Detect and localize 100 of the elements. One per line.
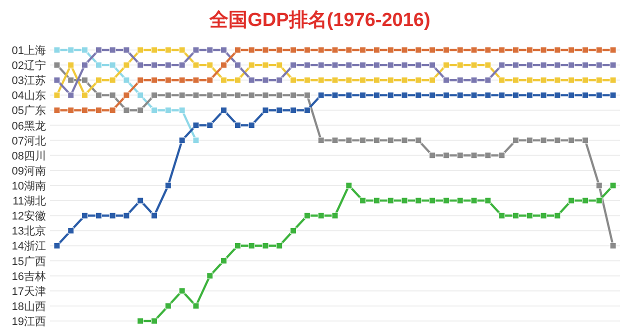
point [401,62,408,68]
point [248,46,255,54]
point [401,137,408,144]
point [109,46,116,54]
point [248,122,255,129]
point [82,62,88,68]
point [54,62,60,68]
point [290,76,297,84]
point [54,242,60,249]
y-tick-label: 18山西 [12,300,46,313]
y-tick-label: 13北京 [12,224,46,238]
y-tick-label: 04山东 [12,89,46,102]
point [192,76,200,84]
y-tick-label: 02辽宁 [12,59,46,72]
point [498,212,506,219]
y-tick-label: 08四川 [12,149,46,162]
point [262,106,269,114]
point [137,106,144,114]
point [262,242,269,249]
point [164,46,172,54]
point [318,92,324,98]
point [95,46,102,54]
point [456,92,464,98]
point [178,137,186,144]
point [54,76,60,84]
point [164,106,172,114]
point [304,76,310,84]
point [123,46,130,54]
point [582,62,588,68]
point [429,197,436,204]
point [137,46,144,54]
y-tick-label: 19江西 [12,316,46,328]
y-tick-label: 06黑龙 [12,119,46,132]
point [498,152,506,159]
point [248,92,255,98]
point [95,106,102,114]
point [442,197,450,204]
point [512,137,519,144]
point [360,62,366,68]
point [262,76,269,84]
point [346,182,352,189]
point [178,92,186,98]
y-tick-label: 10湖南 [12,180,46,192]
point [498,92,506,98]
point [164,302,172,310]
point [610,92,616,98]
point [484,46,492,54]
point [206,76,214,84]
point [137,197,144,204]
point [526,137,533,144]
point [373,137,380,144]
point [596,62,602,68]
point [512,92,519,98]
point [470,152,478,159]
point [151,62,158,68]
point [276,76,283,84]
point [346,92,352,98]
point [498,46,506,54]
point [234,46,241,54]
point [276,46,283,54]
point [610,76,616,84]
point [192,46,200,54]
point [68,106,74,114]
point [123,212,130,219]
point [387,76,394,84]
point [109,212,116,219]
point [220,62,228,68]
y-tick-label: 05广东 [12,104,46,118]
point [248,76,255,84]
point [262,46,269,54]
point [332,92,338,98]
point [123,92,130,98]
point [540,137,547,144]
point [234,62,241,68]
point [220,106,228,114]
point [68,227,74,234]
point [276,92,283,98]
point [373,46,380,54]
point [192,302,200,310]
point [554,212,561,219]
point [429,46,436,54]
point [429,152,436,159]
point [540,92,547,98]
point [290,106,297,114]
point [151,106,158,114]
point [415,197,422,204]
y-tick-label: 11湖北 [12,194,46,208]
point [582,46,588,54]
point [109,76,116,84]
y-tick-label: 15广西 [12,254,46,268]
point [470,46,478,54]
point [554,92,561,98]
point [401,46,408,54]
point [234,242,241,249]
point [415,92,422,98]
y-tick-label: 03江苏 [12,74,46,88]
point [582,137,588,144]
point [318,76,324,84]
point [526,46,533,54]
point [178,106,186,114]
